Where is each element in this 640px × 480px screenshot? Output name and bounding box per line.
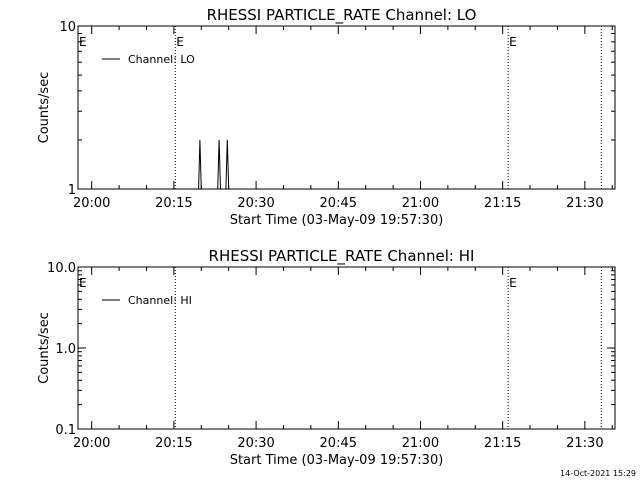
x-axis-label: Start Time (03-May-09 19:57:30): [230, 453, 444, 468]
y-tick-label: 1.0: [55, 342, 76, 357]
x-tick-label: 20:00: [73, 436, 110, 451]
y-tick-label: 10: [59, 20, 76, 35]
x-tick-label: 21:15: [484, 436, 521, 451]
event-marker-label: E: [79, 35, 87, 49]
chart-title: RHESSI PARTICLE_RATE Channel: HI: [209, 247, 475, 266]
event-marker-label: E: [176, 35, 184, 49]
plot-frame: [77, 25, 616, 190]
x-tick-label: 21:30: [566, 196, 603, 211]
y-tick-label: 10.0: [47, 261, 76, 276]
x-tick-label: 20:30: [237, 436, 274, 451]
event-marker-label: E: [509, 35, 517, 49]
legend-label: Channel: HI: [128, 294, 192, 307]
event-marker-label: E: [79, 276, 87, 290]
x-tick-label: 21:15: [484, 196, 521, 211]
footer-timestamp: 14-Oct-2021 15:29: [560, 469, 636, 478]
chart-title: RHESSI PARTICLE_RATE Channel: LO: [207, 6, 477, 25]
y-axis-label: Counts/sec: [37, 72, 52, 144]
x-tick-label: 20:45: [320, 196, 357, 211]
series-line: [78, 139, 231, 190]
y-tick-label: 1: [68, 183, 76, 198]
x-tick-label: 20:45: [320, 436, 357, 451]
event-marker-label: E: [509, 276, 517, 290]
x-tick-label: 20:30: [237, 196, 274, 211]
y-axis-label: Counts/sec: [37, 312, 52, 384]
x-axis-label: Start Time (03-May-09 19:57:30): [230, 213, 444, 228]
x-tick-label: 20:15: [155, 436, 192, 451]
legend-label: Channel: LO: [128, 53, 195, 66]
x-tick-label: 21:00: [402, 436, 439, 451]
x-tick-label: 20:15: [155, 196, 192, 211]
x-tick-label: 21:30: [566, 436, 603, 451]
y-tick-label: 0.1: [55, 423, 76, 438]
plot-frame: [77, 266, 616, 430]
x-tick-label: 20:00: [73, 196, 110, 211]
x-tick-label: 21:00: [402, 196, 439, 211]
